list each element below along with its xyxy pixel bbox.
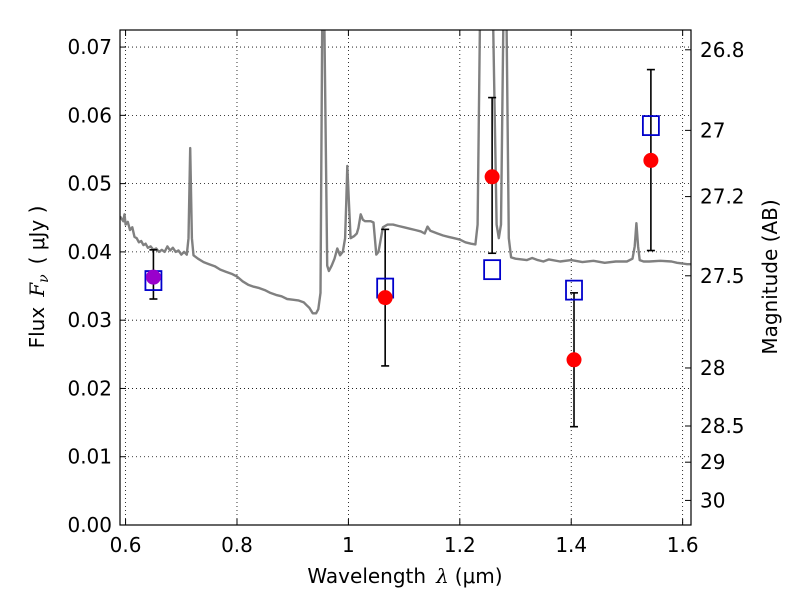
error-bars	[149, 68, 655, 428]
grid-lines	[120, 30, 691, 526]
x-tick-label: 0.8	[221, 533, 253, 557]
plot-area	[120, 30, 691, 428]
right-tick-label: 30	[700, 488, 725, 512]
y-tick-label: 0.06	[67, 103, 112, 127]
observed-point	[145, 269, 161, 285]
y-axis-title: FluxFν( μJy )	[25, 206, 52, 349]
x-tick-label: 0.6	[110, 533, 142, 557]
y-axis-ticks: 0.00 0.01 0.02 0.03 0.04 0.05 0.06 0.07	[67, 35, 126, 537]
x-axis-title: Wavelength λ (μm)	[307, 564, 502, 588]
plot-frame	[119, 29, 692, 526]
x-tick-label: 1	[342, 533, 355, 557]
right-axis-ticks: 26.8 27 27.2 27.5 28 28.5 29 30	[685, 38, 745, 512]
right-tick-label: 27	[700, 118, 725, 142]
model-square	[565, 279, 583, 301]
x-tick-label: 1.6	[667, 533, 699, 557]
y-tick-label: 0.03	[67, 308, 112, 332]
y-tick-label: 0.07	[67, 35, 112, 59]
right-axis-title: Magnitude (AB)	[758, 199, 782, 354]
right-tick-label: 29	[700, 450, 725, 474]
y-tick-label: 0.01	[67, 445, 112, 469]
observed-point	[377, 290, 393, 306]
x-tick-label: 1.4	[555, 533, 587, 557]
right-tick-label: 28	[700, 356, 725, 380]
y-tick-label: 0.05	[67, 172, 112, 196]
spectrum-layer	[120, 30, 691, 315]
observed-points	[145, 152, 659, 368]
y-tick-label: 0.04	[67, 240, 112, 264]
model-squares	[144, 115, 660, 301]
right-tick-label: 27.2	[700, 185, 745, 209]
right-tick-label: 26.8	[700, 38, 745, 62]
x-axis-ticks: 0.6 0.8 1 1.2 1.4 1.6	[110, 30, 699, 557]
model-square	[483, 259, 502, 281]
x-tick-label: 1.2	[444, 533, 476, 557]
model-square	[641, 115, 660, 136]
observed-point	[643, 152, 659, 168]
observed-point	[484, 169, 500, 185]
right-tick-label: 28.5	[700, 414, 745, 438]
y-tick-label: 0.02	[67, 376, 112, 400]
observed-point	[566, 352, 582, 368]
spectrum-line	[120, 30, 691, 315]
y-tick-label: 0.00	[67, 513, 112, 537]
right-tick-label: 27.5	[700, 264, 745, 288]
